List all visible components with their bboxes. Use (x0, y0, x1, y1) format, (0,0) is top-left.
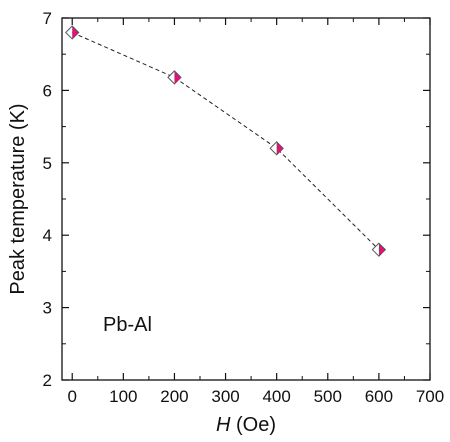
x-tick-label: 200 (160, 387, 188, 406)
data-point (167, 70, 182, 85)
x-axis-title: H (Oe) (216, 414, 276, 436)
x-tick-label: 600 (365, 387, 393, 406)
y-tick-label: 5 (43, 154, 52, 173)
data-point (269, 141, 284, 156)
x-tick-label: 700 (416, 387, 444, 406)
marker-right-half (174, 70, 181, 84)
marker-outline (371, 242, 387, 257)
marker-right-half (72, 25, 79, 39)
marker-outline (65, 25, 80, 40)
x-tick-label: 100 (109, 387, 137, 406)
marker-left-half (372, 243, 379, 257)
y-axis-title: Peak temperature (K) (7, 103, 29, 294)
x-tick-label: 500 (314, 387, 342, 406)
data-point (65, 25, 80, 40)
y-tick-label: 4 (43, 226, 52, 245)
x-axis-title-rest: (Oe) (230, 414, 276, 436)
pb-al-annotation: Pb-Al (103, 314, 152, 336)
y-tick-label: 2 (43, 371, 52, 390)
ticks-layer: 0 100 200 300 400 500 600 700 2 3 4 5 6 7 (43, 9, 445, 406)
marker-right-half (378, 243, 386, 257)
marker-left-half (65, 25, 73, 39)
marker-right-half (276, 141, 284, 155)
marker-outline (269, 141, 284, 156)
x-tick-label: 0 (67, 387, 76, 406)
marker-left-half (167, 70, 175, 84)
marker-outline (167, 70, 182, 85)
y-tick-label: 7 (43, 9, 52, 28)
x-axis-title-italic: H (216, 414, 231, 436)
y-tick-label: 3 (43, 299, 52, 318)
marker-left-half (270, 141, 277, 155)
points-layer (65, 25, 387, 257)
x-tick-label: 300 (211, 387, 239, 406)
x-tick-label: 400 (262, 387, 290, 406)
dashed-trend-line (71, 32, 380, 251)
y-tick-label: 6 (43, 81, 52, 100)
data-point (371, 242, 387, 257)
